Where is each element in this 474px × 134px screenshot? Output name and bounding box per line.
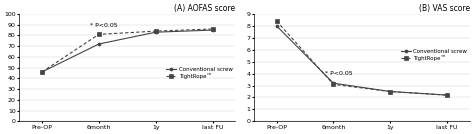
Line: Conventional screw: Conventional screw [40, 29, 214, 73]
TightRope™ [96, 34, 102, 35]
TightRope™ [153, 30, 158, 32]
TightRope™ [330, 84, 336, 85]
Conventional screw [330, 82, 336, 84]
TightRope™ [444, 94, 450, 96]
Text: (A) AOFAS score: (A) AOFAS score [174, 4, 235, 13]
TightRope™ [39, 71, 45, 73]
Legend: Conventional screw, TightRope™: Conventional screw, TightRope™ [166, 67, 232, 79]
Conventional screw [39, 71, 45, 73]
Line: TightRope™: TightRope™ [40, 27, 214, 73]
Text: * P<0.05: * P<0.05 [91, 23, 118, 28]
Text: * P<0.05: * P<0.05 [325, 71, 353, 76]
Conventional screw [210, 29, 215, 31]
Conventional screw [96, 43, 102, 45]
TightRope™ [273, 20, 279, 22]
Line: Conventional screw: Conventional screw [275, 24, 448, 97]
Conventional screw [444, 94, 450, 96]
Legend: Conventional screw, TightRope™: Conventional screw, TightRope™ [401, 49, 467, 61]
TightRope™ [387, 91, 393, 92]
Conventional screw [387, 91, 393, 92]
Conventional screw [273, 25, 279, 27]
Line: TightRope™: TightRope™ [275, 20, 448, 97]
TightRope™ [210, 28, 215, 30]
Conventional screw [153, 31, 158, 33]
Text: (B) VAS score: (B) VAS score [419, 4, 470, 13]
